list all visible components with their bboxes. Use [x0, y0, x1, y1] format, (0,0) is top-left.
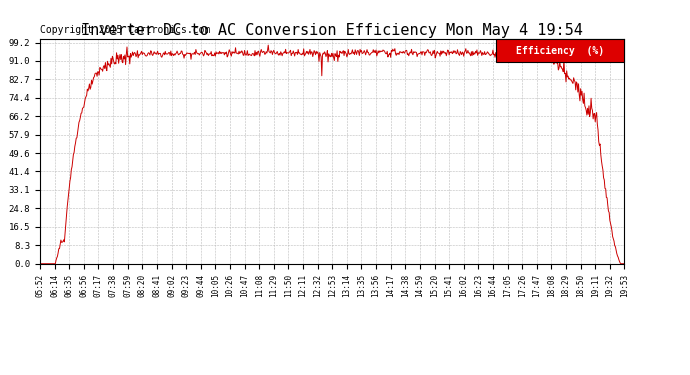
- Text: Efficiency  (%): Efficiency (%): [516, 46, 604, 56]
- FancyBboxPatch shape: [496, 39, 624, 62]
- Text: Copyright 2015 Cartronics.com: Copyright 2015 Cartronics.com: [40, 25, 210, 35]
- Title: Inverter DC to AC Conversion Efficiency Mon May 4 19:54: Inverter DC to AC Conversion Efficiency …: [81, 23, 583, 38]
